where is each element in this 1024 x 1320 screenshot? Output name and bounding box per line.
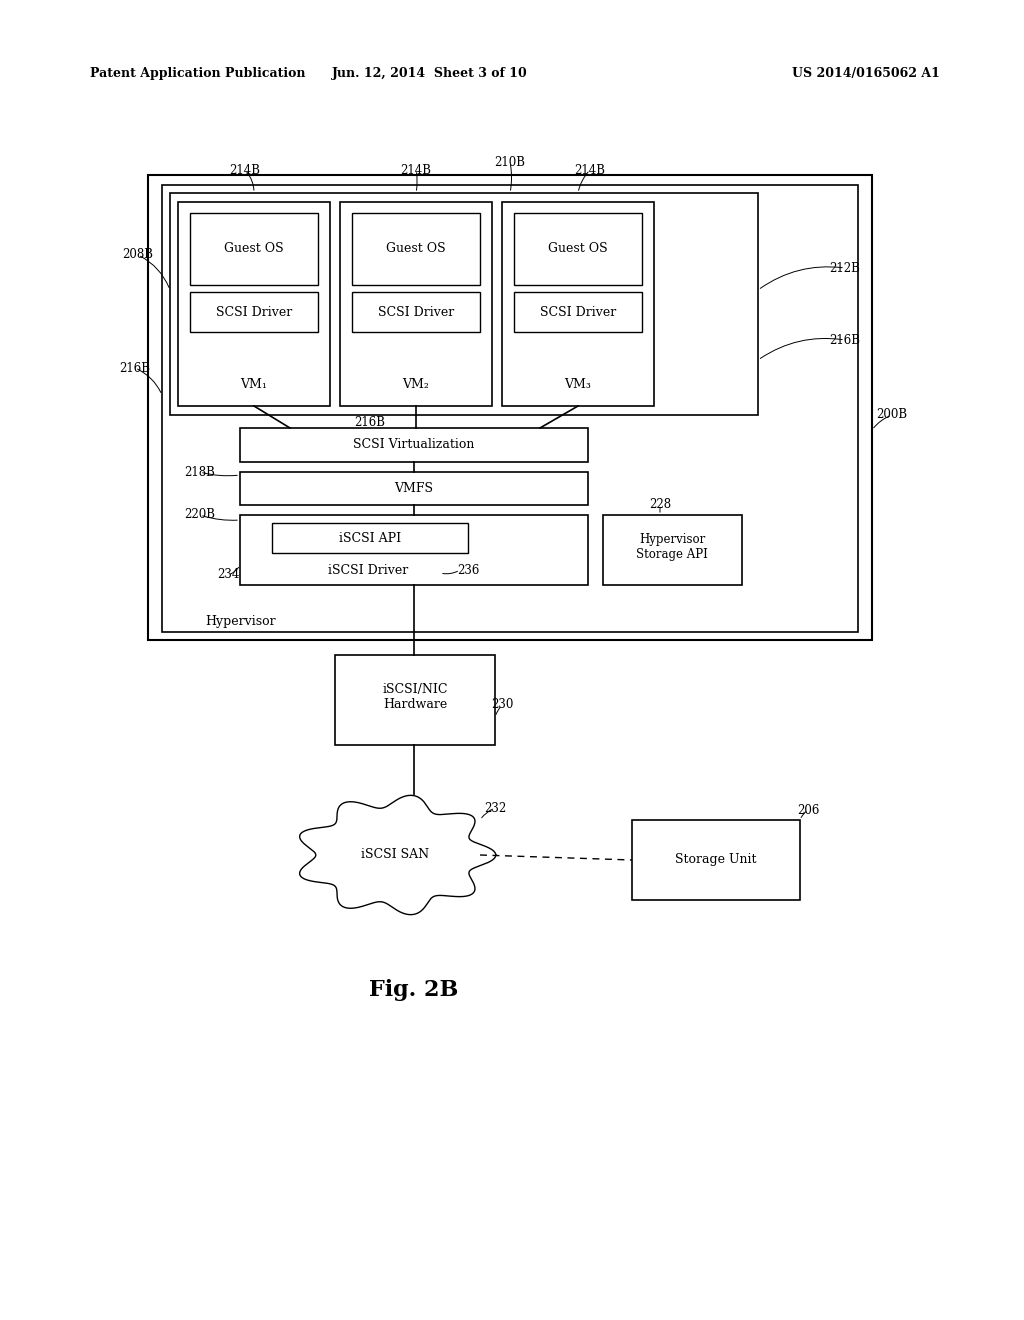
Text: 214B: 214B xyxy=(229,164,260,177)
Bar xyxy=(632,820,800,900)
Text: VMFS: VMFS xyxy=(394,483,433,495)
Polygon shape xyxy=(300,796,496,915)
Text: iSCSI/NIC
Hardware: iSCSI/NIC Hardware xyxy=(382,682,447,711)
Bar xyxy=(352,213,480,285)
Bar xyxy=(240,515,588,585)
Text: 214B: 214B xyxy=(400,164,431,177)
Text: Fig. 2B: Fig. 2B xyxy=(370,979,459,1001)
Text: Guest OS: Guest OS xyxy=(224,243,284,256)
Text: Guest OS: Guest OS xyxy=(386,243,445,256)
Text: iSCSI SAN: iSCSI SAN xyxy=(360,849,429,862)
Text: 216B: 216B xyxy=(829,334,860,346)
Bar xyxy=(603,515,742,585)
Text: 210B: 210B xyxy=(495,156,525,169)
Text: Guest OS: Guest OS xyxy=(548,243,608,256)
Bar xyxy=(162,185,858,632)
Bar xyxy=(514,292,642,333)
Text: 230: 230 xyxy=(490,698,513,711)
Bar xyxy=(340,202,492,407)
Bar xyxy=(170,193,758,414)
Text: US 2014/0165062 A1: US 2014/0165062 A1 xyxy=(793,66,940,79)
Bar xyxy=(240,473,588,506)
Text: SCSI Virtualization: SCSI Virtualization xyxy=(353,438,475,451)
Text: 200B: 200B xyxy=(877,408,907,421)
Bar xyxy=(502,202,654,407)
Text: Jun. 12, 2014  Sheet 3 of 10: Jun. 12, 2014 Sheet 3 of 10 xyxy=(332,66,528,79)
Text: 216B: 216B xyxy=(120,362,151,375)
Bar xyxy=(240,428,588,462)
Bar xyxy=(352,292,480,333)
Text: 236: 236 xyxy=(457,564,479,577)
Text: 206: 206 xyxy=(797,804,819,817)
Bar xyxy=(148,176,872,640)
Text: VM₁: VM₁ xyxy=(241,378,267,391)
Bar xyxy=(178,202,330,407)
Text: VM₃: VM₃ xyxy=(564,378,592,391)
Bar xyxy=(514,213,642,285)
Text: VM₂: VM₂ xyxy=(402,378,429,391)
Text: SCSI Driver: SCSI Driver xyxy=(216,305,292,318)
Text: 218B: 218B xyxy=(184,466,215,479)
Text: 214B: 214B xyxy=(574,164,605,177)
Bar xyxy=(335,655,495,744)
Text: Patent Application Publication: Patent Application Publication xyxy=(90,66,305,79)
Text: Hypervisor
Storage API: Hypervisor Storage API xyxy=(636,533,708,561)
Text: 234: 234 xyxy=(217,569,240,582)
Text: 216B: 216B xyxy=(354,417,385,429)
Text: 220B: 220B xyxy=(184,508,215,521)
Text: iSCSI Driver: iSCSI Driver xyxy=(328,564,409,577)
Text: 208B: 208B xyxy=(123,248,154,261)
Text: 212B: 212B xyxy=(829,261,860,275)
Text: Storage Unit: Storage Unit xyxy=(675,854,757,866)
Text: SCSI Driver: SCSI Driver xyxy=(540,305,616,318)
Text: Hypervisor: Hypervisor xyxy=(205,615,275,628)
Text: SCSI Driver: SCSI Driver xyxy=(378,305,454,318)
Text: 232: 232 xyxy=(484,801,506,814)
Bar xyxy=(190,292,318,333)
Bar xyxy=(272,523,468,553)
Bar xyxy=(190,213,318,285)
Text: 228: 228 xyxy=(649,499,671,511)
Text: iSCSI API: iSCSI API xyxy=(339,532,401,544)
